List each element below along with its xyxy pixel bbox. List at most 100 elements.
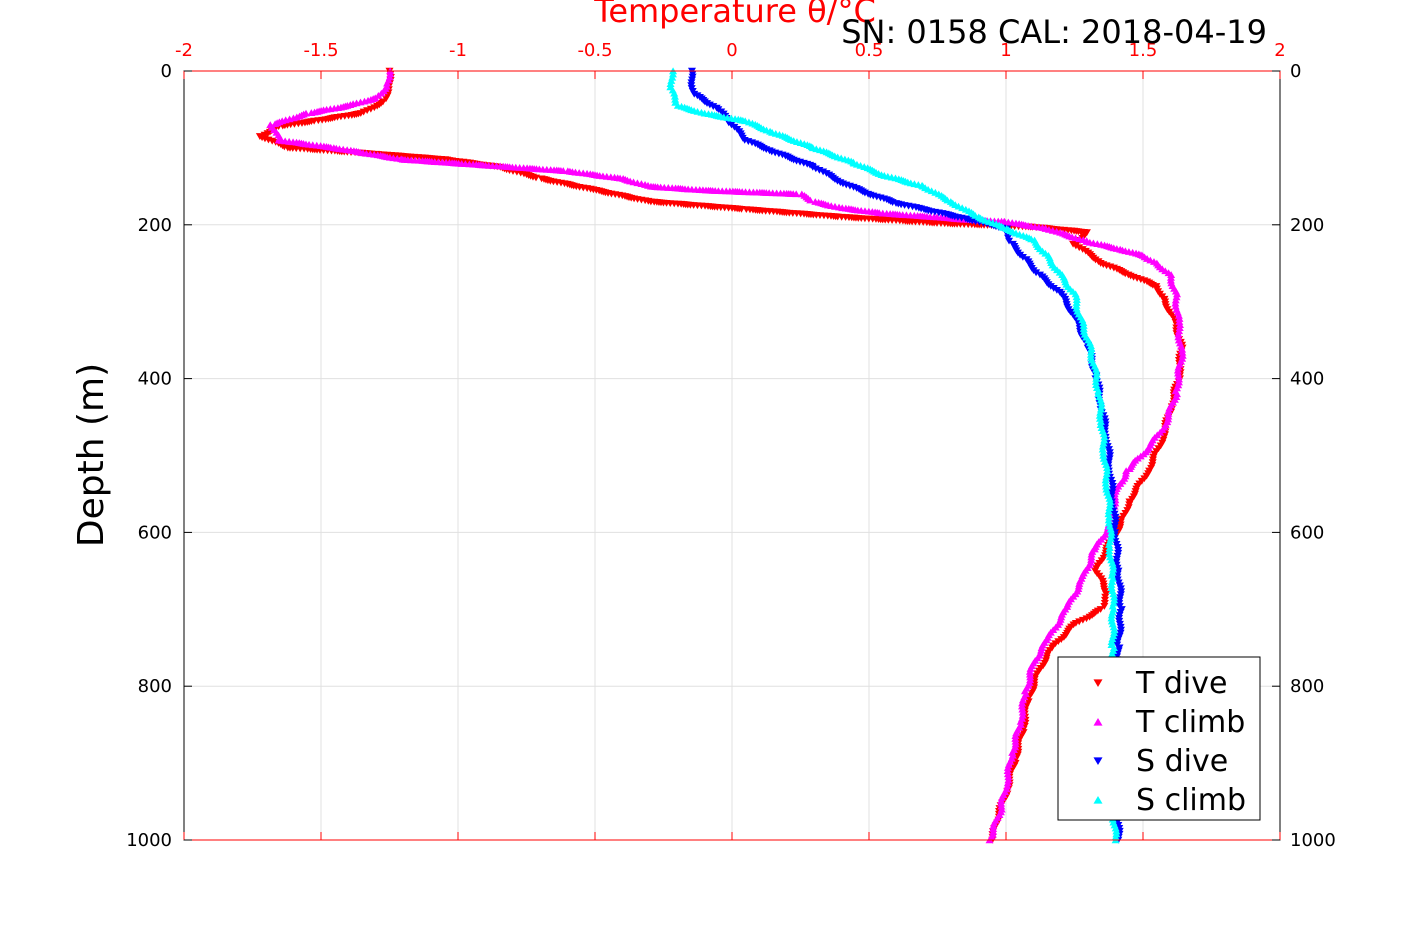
- data-point: [1100, 436, 1109, 444]
- data-point: [1011, 740, 1020, 748]
- legend-label: S dive: [1136, 744, 1228, 779]
- legend-label: T dive: [1135, 666, 1227, 701]
- x-tick-label: -0.5: [577, 40, 612, 61]
- data-point: [1102, 473, 1111, 481]
- data-point: [1008, 749, 1017, 756]
- data-point: [1086, 342, 1095, 350]
- data-point: [1174, 369, 1183, 377]
- data-point: [1105, 513, 1114, 521]
- x-tick-label: -1.5: [303, 40, 338, 61]
- data-point: [1018, 702, 1027, 710]
- y-tick-label-left: 0: [161, 61, 172, 82]
- data-point: [1107, 584, 1116, 591]
- x-tick-label: -2: [175, 40, 193, 61]
- y-tick-label-right: 600: [1290, 522, 1324, 543]
- data-point: [386, 70, 395, 78]
- data-point: [383, 79, 392, 87]
- data-point: [1103, 467, 1112, 475]
- data-point: [1175, 327, 1184, 335]
- y-tick-label-left: 600: [138, 522, 172, 543]
- data-point: [1102, 470, 1111, 478]
- series-s-climb: [666, 67, 1121, 844]
- data-point: [1003, 764, 1012, 771]
- legend-box: [1057, 656, 1261, 821]
- data-point: [806, 196, 815, 204]
- data-point: [1174, 333, 1183, 341]
- data-point: [670, 89, 679, 97]
- data-point: [1111, 824, 1120, 832]
- data-point: [1175, 318, 1184, 325]
- data-point: [1026, 665, 1035, 672]
- data-point: [1109, 565, 1118, 573]
- data-point: [670, 92, 679, 100]
- data-point: [1018, 705, 1027, 713]
- data-point: [307, 109, 316, 116]
- y-tick-label-left: 200: [138, 215, 172, 236]
- tick-layer: -2 -1.5 -1 -0.5 0 0.5 1 1.5 20200400600800100002…: [126, 40, 1336, 851]
- x-tick-label: -1: [449, 40, 467, 61]
- y-tick-label-left: 800: [138, 676, 172, 697]
- legend-marker: [1093, 757, 1103, 766]
- data-point: [1171, 299, 1180, 307]
- y-tick-label-right: 1000: [1290, 830, 1336, 851]
- legend-marker: [1093, 717, 1103, 726]
- data-layer: [255, 67, 1187, 844]
- data-point: [1106, 525, 1115, 533]
- y-tick-label-left: 1000: [126, 830, 172, 851]
- data-point: [1110, 596, 1119, 604]
- data-point: [1097, 402, 1106, 410]
- data-point: [1174, 378, 1183, 386]
- data-point: [1105, 494, 1114, 502]
- data-point: [1173, 290, 1182, 298]
- data-point: [1107, 611, 1116, 619]
- data-point: [1071, 242, 1080, 250]
- data-point: [667, 77, 676, 84]
- data-point: [1112, 830, 1121, 838]
- x-tick-label: 1.5: [1129, 40, 1158, 61]
- data-point: [1092, 371, 1101, 379]
- series-t-climb: [266, 67, 1187, 844]
- data-point: [1095, 411, 1104, 419]
- data-point: [1178, 348, 1187, 356]
- data-point: [1099, 439, 1108, 447]
- data-point: [532, 174, 541, 182]
- data-point: [1104, 507, 1113, 515]
- data-point: [1099, 451, 1108, 459]
- data-point: [1099, 430, 1108, 438]
- data-point: [1003, 779, 1012, 787]
- data-point: [1087, 556, 1096, 563]
- chart-title: Temperature θ/°C: [593, 0, 876, 30]
- data-point: [1104, 516, 1113, 524]
- data-point: [1107, 614, 1116, 622]
- data-point: [1100, 433, 1109, 441]
- data-point: [1106, 501, 1115, 508]
- data-point: [1092, 375, 1101, 382]
- data-point: [1175, 321, 1184, 328]
- data-point: [1108, 602, 1117, 610]
- data-point: [271, 120, 280, 128]
- data-point: [1004, 776, 1013, 784]
- legend: T dive T climb S dive S climb: [1057, 656, 1261, 821]
- data-point: [1026, 676, 1035, 684]
- data-point: [1107, 531, 1116, 539]
- data-point: [1096, 396, 1105, 404]
- data-point: [1098, 445, 1107, 453]
- data-point: [1174, 311, 1183, 319]
- data-point: [668, 70, 677, 78]
- x-tick-label: 0: [726, 40, 737, 61]
- data-point: [1108, 559, 1117, 567]
- y-tick-label-right: 0: [1290, 61, 1301, 82]
- legend-marker: [1093, 679, 1103, 688]
- data-point: [1096, 408, 1105, 416]
- data-point: [1108, 568, 1117, 576]
- data-point: [1108, 635, 1117, 643]
- data-point: [1003, 770, 1012, 778]
- data-point: [792, 190, 801, 198]
- y-tick-label-right: 400: [1290, 369, 1324, 390]
- data-point: [1091, 378, 1100, 385]
- data-point: [1108, 650, 1117, 657]
- data-point: [1109, 590, 1118, 598]
- series-t-dive: [255, 67, 1187, 844]
- data-point: [1102, 482, 1111, 490]
- data-point: [1104, 519, 1113, 527]
